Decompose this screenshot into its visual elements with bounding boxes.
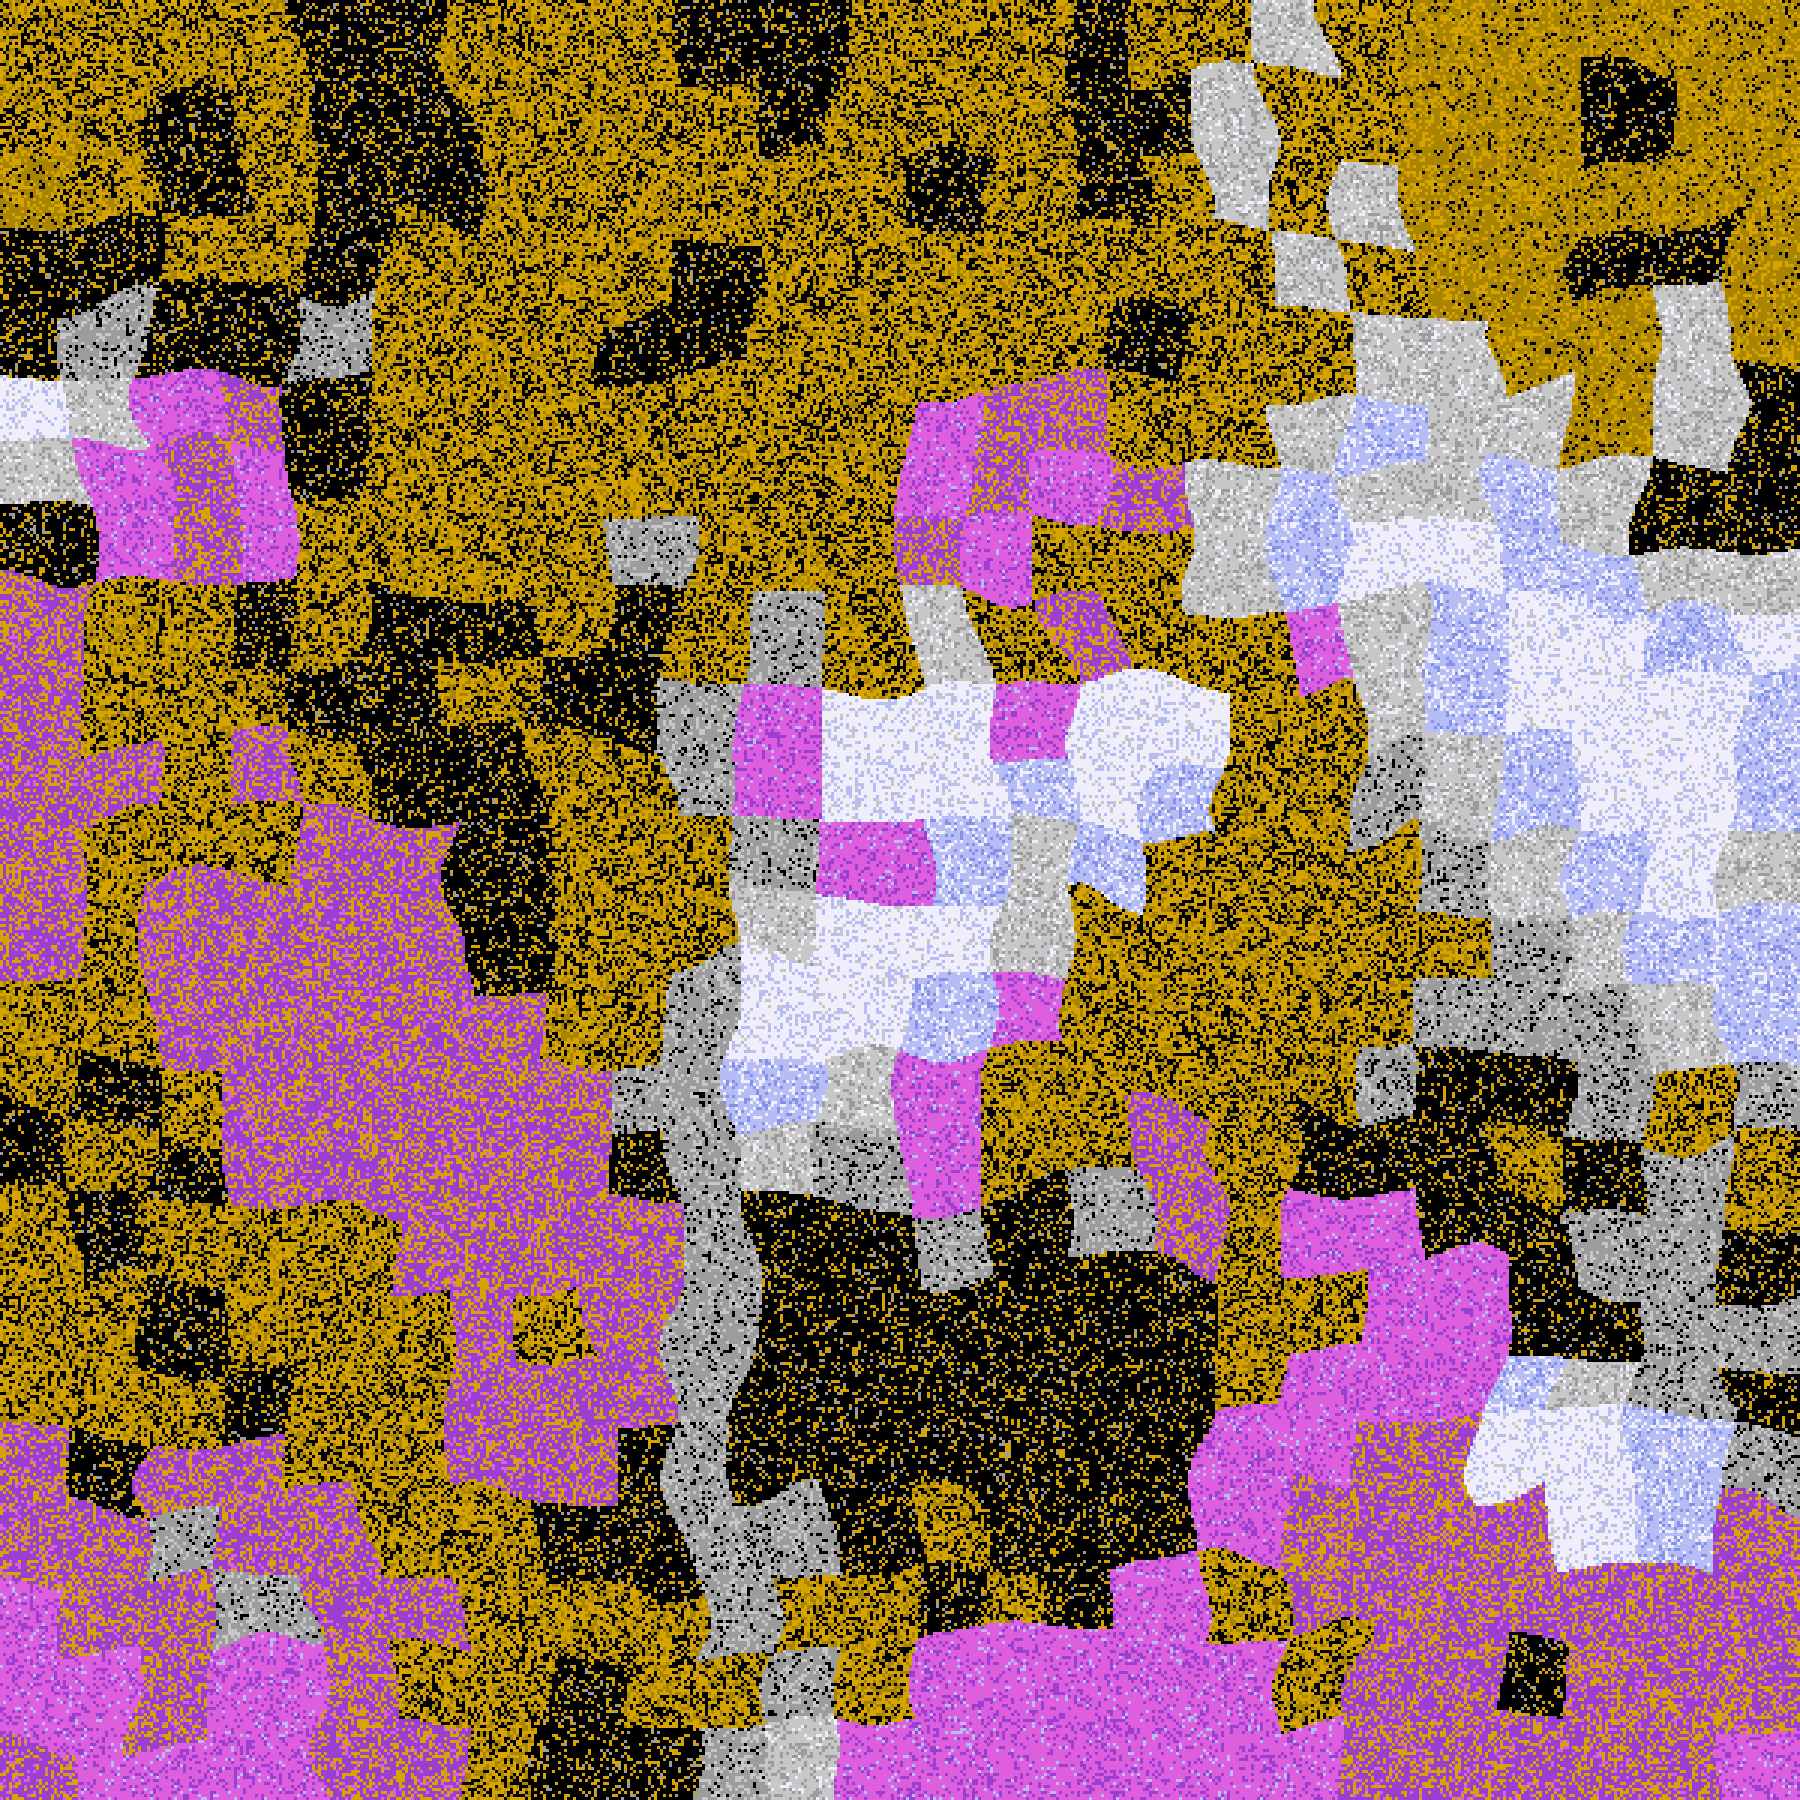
satellite-image (0, 0, 1800, 1800)
satellite-false-color-canvas (0, 0, 1800, 1800)
